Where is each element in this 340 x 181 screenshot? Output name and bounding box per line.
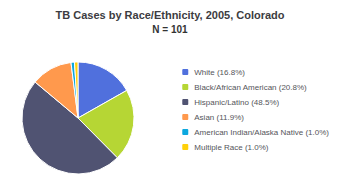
svg-text:Hispanic/Latino (48.5%): Hispanic/Latino (48.5%) (194, 98, 279, 107)
svg-text:White (16.8%): White (16.8%) (194, 68, 245, 77)
svg-text:Asian (11.9%): Asian (11.9%) (194, 113, 244, 122)
svg-text:Black/African American (20.8%): Black/African American (20.8%) (194, 83, 307, 92)
svg-text:N = 101: N = 101 (152, 24, 188, 35)
svg-text:Multiple Race (1.0%): Multiple Race (1.0%) (194, 143, 269, 152)
svg-text:American Indian/Alaska Native: American Indian/Alaska Native (1.0%) (194, 128, 329, 137)
svg-text:TB Cases by Race/Ethnicity, 20: TB Cases by Race/Ethnicity, 2005, Colora… (55, 9, 284, 21)
